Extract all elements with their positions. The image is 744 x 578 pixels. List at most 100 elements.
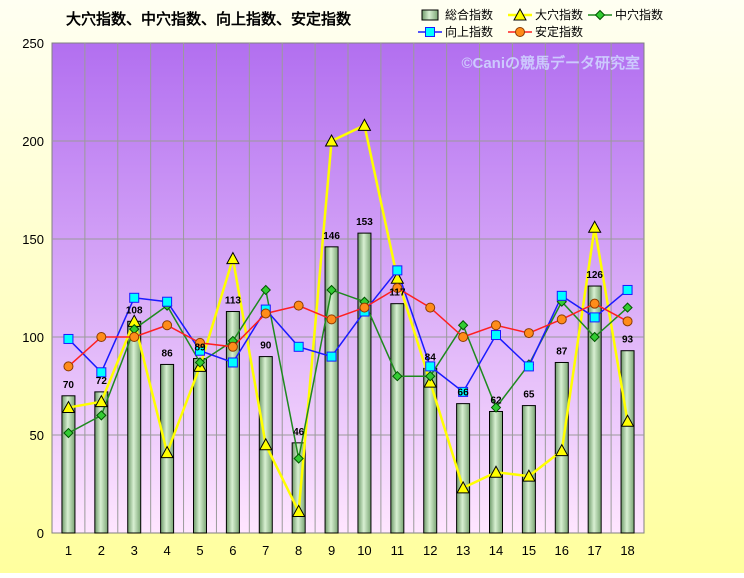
series-point [357,118,372,131]
series-point [457,320,469,331]
data-label-layer: 70 72 108 86 89 113 90 46 146 153 117 84 66 62 65 87 126… [63,217,634,438]
series-point [589,312,600,323]
chart-title: 大穴指数、中穴指数、向上指数、安定指数 [66,10,352,28]
series-point [94,394,109,408]
series-point [291,504,306,517]
legend-label: 大穴指数 [535,7,583,22]
series-point [554,443,569,457]
series-point [522,469,536,482]
series-point [523,361,534,372]
bar-data-label: 87 [556,346,568,357]
series-point [194,357,206,368]
series-point [96,332,107,342]
series-line [67,268,629,393]
bar-data-label: 70 [63,380,75,391]
series-point [587,220,602,233]
series-point [456,480,470,494]
series-point [491,320,501,331]
bar-data-label: 126 [586,270,603,281]
series-point [258,437,273,451]
series-point [195,337,205,348]
legend-marker [513,7,527,21]
y-tick-label: 100 [22,330,44,345]
x-tick-label: 17 [587,543,601,558]
legend-label: 総合指数 [445,7,493,22]
y-tick-label: 200 [22,134,44,149]
series-point [63,333,74,344]
series-point [392,283,403,293]
bar-data-label: 66 [458,388,470,399]
series-point [96,410,107,421]
series-point [458,386,469,397]
y-tick-label: 150 [22,232,44,247]
bar [127,320,142,534]
bar-data-label: 89 [194,343,206,354]
series-point [425,302,436,313]
bar [193,358,207,534]
bar-data-label: 46 [293,427,305,438]
y-tick-label: 250 [22,36,44,51]
series-point [622,302,633,313]
line-layer [67,123,629,516]
series-point [589,298,600,309]
series-point [162,296,173,307]
marker-layer [61,118,635,517]
series-point [425,370,436,382]
x-tick-label: 14 [489,543,503,558]
series-point [490,402,502,413]
legend-label: 安定指数 [535,24,583,39]
bar-data-label: 65 [523,390,535,401]
series-point [556,314,567,325]
bar-data-label: 153 [356,217,373,228]
bar [587,285,602,534]
x-tick-label: 16 [555,543,569,558]
x-tick-label: 1 [65,543,72,558]
x-tick-label: 2 [98,543,105,558]
series-point [293,300,304,311]
bar [456,403,471,534]
x-tick-label: 9 [328,543,335,558]
series-point [293,341,304,352]
series-point [556,290,567,301]
x-tick-label: 18 [620,543,634,558]
x-tick-label: 3 [131,543,138,558]
legend-label: 中穴指数 [615,7,663,22]
x-tick-label: 12 [423,543,437,558]
series-point [423,375,438,388]
bar [620,350,635,534]
series-point [589,331,600,343]
x-tick-label: 7 [262,543,269,558]
bar-data-label: 62 [490,395,502,406]
legend-marker [515,27,525,37]
series-point [61,400,76,414]
series-point [491,330,501,341]
series-point [489,465,503,478]
series-point [622,316,633,327]
series-line [68,123,629,516]
series-point [326,351,337,362]
series-point [162,320,173,331]
legend-label: 向上指数 [445,24,493,39]
x-tick-label: 13 [456,543,470,558]
series-point [458,332,469,342]
series-point [392,265,403,276]
x-tick-label: 4 [163,543,170,558]
y-tick-label: 50 [30,428,44,443]
series-point [63,361,74,372]
y-tick-label: 0 [37,526,44,541]
bar [94,391,109,534]
series-point [160,445,174,459]
x-tick-label: 8 [295,543,302,558]
series-point [622,284,633,295]
series-point [359,302,370,313]
bar [61,395,76,534]
series-point [326,284,337,296]
series-line [67,287,628,367]
x-tick-label: 11 [391,543,405,558]
bar [357,232,372,534]
series-point [523,328,534,339]
series-point [63,427,74,439]
series-point [324,133,339,147]
